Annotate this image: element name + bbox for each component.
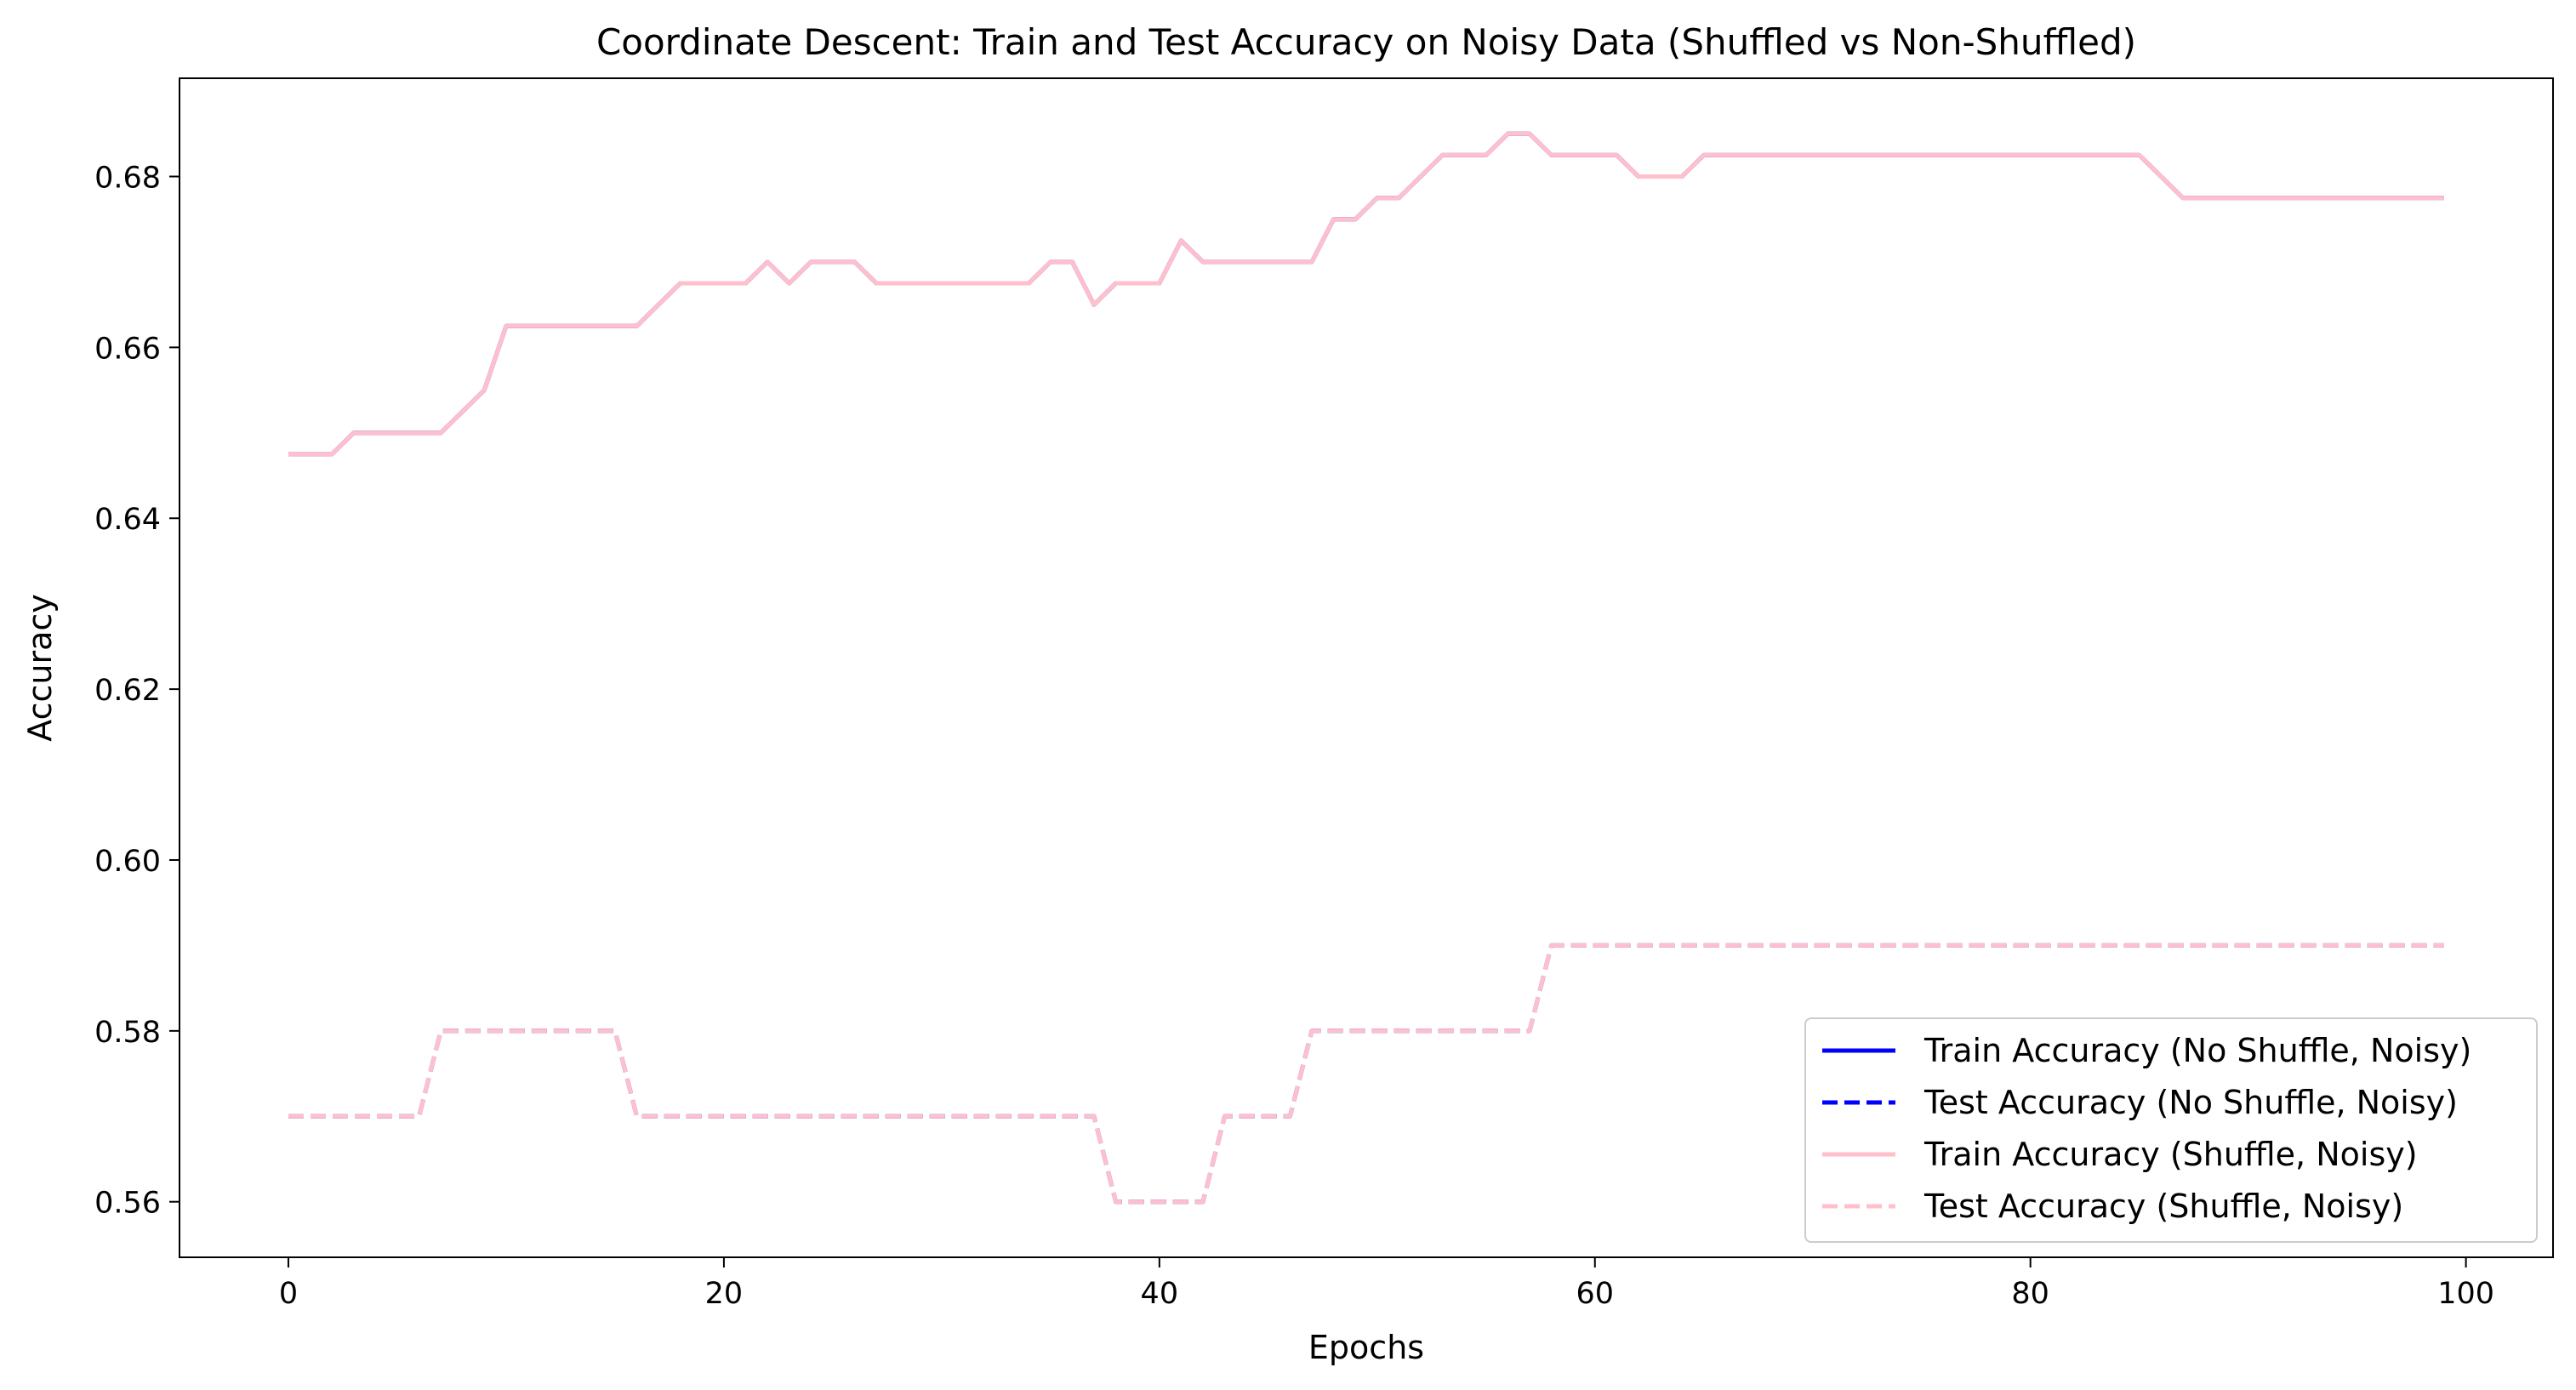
- series-line-3: [288, 131, 2444, 457]
- y-tick-label: 0.68: [94, 162, 161, 196]
- y-tick-label: 0.56: [94, 1187, 161, 1221]
- legend-label: Train Accuracy (No Shuffle, Noisy): [1923, 1032, 2471, 1069]
- x-tick-label: 0: [279, 1277, 298, 1311]
- plot-frame: [179, 77, 2554, 1258]
- x-tick-label: 40: [1141, 1277, 1179, 1311]
- chart-title: Coordinate Descent: Train and Test Accur…: [596, 21, 2136, 63]
- x-tick-label: 60: [1576, 1277, 1614, 1311]
- y-tick-label: 0.60: [94, 845, 161, 879]
- legend: Train Accuracy (No Shuffle, Noisy) Test A…: [1804, 1017, 2538, 1243]
- y-tick-label: 0.62: [94, 674, 161, 708]
- x-tick-label: 80: [2011, 1277, 2049, 1311]
- plot-area: [288, 131, 2444, 1205]
- x-axis-label: Epochs: [1308, 1329, 1424, 1366]
- x-axis-ticks: 0 20 40 60 80 100: [279, 1257, 2494, 1311]
- legend-box: [1804, 1017, 2538, 1243]
- x-tick-label: 20: [705, 1277, 744, 1311]
- x-tick-label: 100: [2437, 1277, 2494, 1311]
- y-axis-label: Accuracy: [21, 594, 59, 742]
- legend-label: Train Accuracy (Shuffle, Noisy): [1923, 1136, 2418, 1173]
- legend-label: Test Accuracy (Shuffle, Noisy): [1923, 1188, 2403, 1225]
- series-line-4: [288, 943, 2444, 1205]
- y-tick-label: 0.66: [94, 332, 161, 366]
- y-tick-label: 0.58: [94, 1016, 161, 1050]
- legend-label: Test Accuracy (No Shuffle, Noisy): [1923, 1084, 2458, 1121]
- y-axis-ticks: 0.56 0.58 0.60 0.62 0.64 0.66 0.68: [94, 162, 180, 1221]
- y-tick-label: 0.64: [94, 503, 161, 537]
